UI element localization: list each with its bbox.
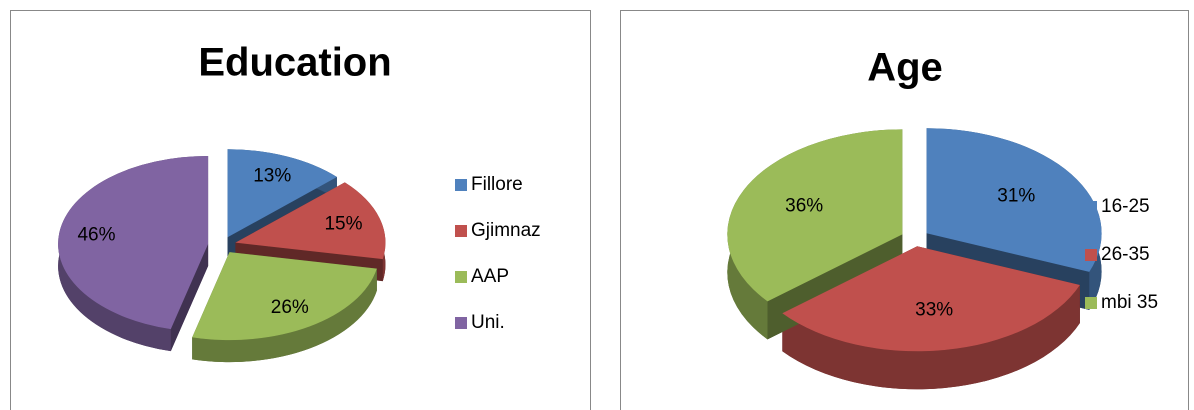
- slice-side: [782, 284, 1080, 390]
- data-label: 46%: [77, 225, 115, 246]
- slice-side: [192, 268, 377, 363]
- data-label: 36%: [785, 196, 823, 217]
- chart-title: Education: [198, 41, 391, 85]
- slice: [782, 246, 1080, 352]
- slice: [58, 155, 209, 330]
- slice: [227, 149, 337, 238]
- legend-swatch: [1085, 201, 1097, 213]
- legend-swatch: [455, 225, 467, 237]
- legend-label: AAP: [471, 266, 509, 287]
- slice: [727, 129, 903, 302]
- data-label: 33%: [915, 300, 953, 321]
- legend-label: 26-35: [1101, 244, 1150, 265]
- chart-title: Age: [867, 46, 943, 90]
- legend-swatch: [455, 179, 467, 191]
- legend-swatch: [455, 317, 467, 329]
- chart-border: [620, 10, 1189, 410]
- legend-label: 16-25: [1101, 196, 1150, 217]
- slice: [926, 128, 1102, 272]
- data-label: 13%: [253, 166, 291, 187]
- legend-swatch: [455, 271, 467, 283]
- data-label: 26%: [271, 297, 309, 318]
- slice: [192, 252, 377, 341]
- data-label: 15%: [324, 213, 362, 234]
- legend-label: Uni.: [471, 312, 505, 333]
- slice-wall: [170, 243, 209, 352]
- legend-label: Gjimnaz: [471, 220, 541, 241]
- legend-label: Fillore: [471, 174, 523, 195]
- slice: [235, 182, 386, 260]
- chart-border: [10, 10, 591, 410]
- legend-swatch: [1085, 297, 1097, 309]
- data-label: 31%: [997, 186, 1035, 207]
- legend-swatch: [1085, 249, 1097, 261]
- legend-label: mbi 35: [1101, 292, 1158, 313]
